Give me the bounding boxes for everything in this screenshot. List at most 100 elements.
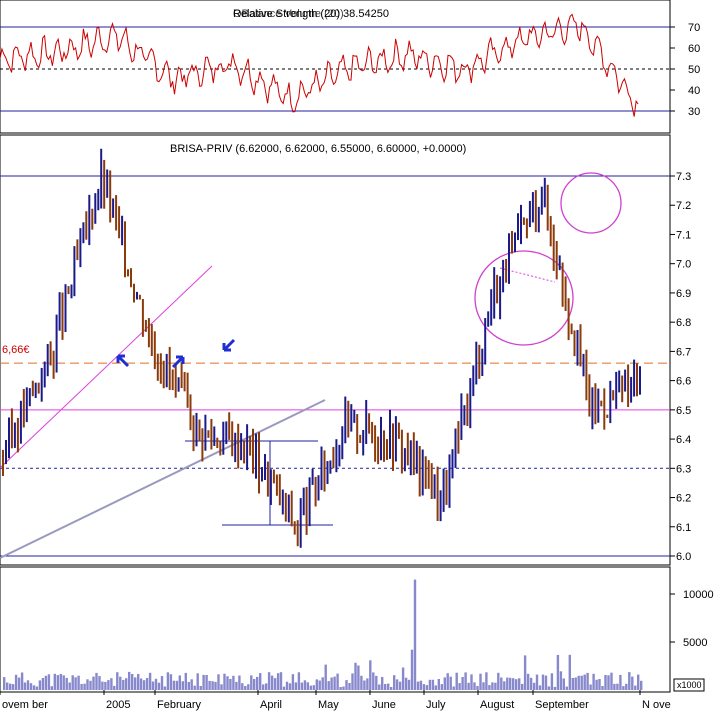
volume-bar [71, 675, 74, 690]
volume-bar [518, 678, 521, 690]
volume-bar [282, 686, 286, 690]
volume-bar [461, 677, 464, 690]
volume-bar [348, 683, 351, 690]
volume-bar [324, 664, 327, 690]
volume-bar [586, 672, 589, 690]
volume-bar [398, 681, 402, 690]
volume-bar [404, 677, 408, 690]
volume-bar [59, 674, 62, 690]
rsi-panel: Relative Strength (20) 38.54250 OBalance… [0, 0, 700, 134]
ohlc-bars [2, 148, 641, 548]
volume-bar [366, 678, 369, 690]
volume-bar [211, 681, 214, 690]
volume-bar [375, 675, 378, 690]
x-axis-label: May [318, 699, 339, 711]
volume-bar [101, 681, 104, 690]
volume-bar [303, 680, 307, 690]
volume-bar [202, 674, 205, 690]
volume-bar [181, 681, 184, 690]
volume-bar [50, 686, 53, 690]
volume-bar [92, 676, 95, 690]
volume-bar [506, 677, 509, 690]
volume-bar [23, 682, 27, 690]
volume-bar [122, 679, 125, 690]
volume-bar [137, 674, 140, 690]
volume-bar [401, 667, 405, 690]
volume-bar [538, 685, 542, 690]
volume-bar [223, 673, 226, 690]
volume-bar [613, 683, 616, 690]
volume-bar [616, 683, 619, 690]
volume-bar [425, 685, 429, 690]
volume-bar [390, 687, 393, 690]
price-tick-label: 6.5 [676, 405, 691, 417]
volume-bar [500, 677, 503, 690]
volume-bar [65, 677, 68, 690]
volume-bar [577, 675, 580, 690]
x-axis-label: N ove [642, 699, 671, 711]
volume-bar [327, 681, 330, 690]
volume-bar [592, 673, 595, 690]
volume-bar [232, 675, 235, 690]
volume-bar [482, 682, 485, 690]
volume-bar [473, 682, 476, 690]
volume-bar [297, 672, 301, 690]
volume-bar [434, 685, 437, 690]
volume-bar [279, 672, 283, 690]
volume-bar [562, 678, 565, 690]
volume-bar [291, 674, 295, 690]
volume-bar [437, 679, 440, 690]
volume-bar [247, 684, 250, 690]
volume-bar [80, 684, 83, 690]
volume-bar [363, 680, 366, 690]
volume-bar [446, 673, 449, 690]
volume-bar [634, 685, 637, 690]
volume-bar [157, 682, 161, 690]
rsi-overlay-title: OBalance Volume (20) [233, 8, 344, 20]
price-tick-label: 6.8 [676, 317, 691, 329]
volume-bar [509, 677, 512, 690]
volume-bar [20, 672, 24, 690]
x-axis-label: 2005 [106, 699, 130, 711]
price-tick-label: 7.0 [676, 259, 691, 271]
resistance-label: 6,66€ [2, 344, 30, 356]
price-tick-label: 6.3 [676, 463, 691, 475]
volume-bar [83, 683, 86, 690]
volume-bar [44, 675, 48, 690]
volume-bar [270, 675, 274, 690]
volume-bar [250, 675, 253, 690]
x-axis-label: June [372, 699, 396, 711]
volume-bar [235, 681, 238, 690]
volume-bar [583, 674, 586, 690]
volume-bar [38, 680, 42, 690]
volume-bar [285, 681, 289, 690]
volume-bar [14, 674, 18, 690]
volume-bar [384, 684, 387, 690]
volume-bar [559, 671, 563, 690]
volume-bar [470, 674, 473, 690]
volume-bar [529, 677, 533, 690]
volume-tick-label: 5000 [683, 637, 707, 649]
volume-unit-label: x1000 [677, 680, 702, 690]
volume-bar [312, 685, 315, 690]
volume-bar [452, 686, 455, 690]
volume-bar [154, 678, 158, 690]
volume-bar [413, 579, 417, 690]
volume-bar [604, 675, 607, 690]
volume-bar [553, 686, 557, 690]
volume-bar [220, 684, 223, 690]
volume-bar [273, 678, 277, 690]
volume-bar [360, 675, 363, 690]
volume-bar [166, 672, 170, 690]
volume-bar [110, 678, 113, 690]
volume-bar [589, 684, 592, 690]
volume-bar [458, 683, 461, 690]
volume-bar [113, 685, 116, 690]
volume-bar [26, 680, 30, 690]
volume-bar [571, 678, 574, 690]
volume-bar [491, 682, 494, 690]
volume-bar [187, 681, 190, 690]
uptrend-line [0, 265, 213, 469]
volume-bar [494, 682, 497, 690]
